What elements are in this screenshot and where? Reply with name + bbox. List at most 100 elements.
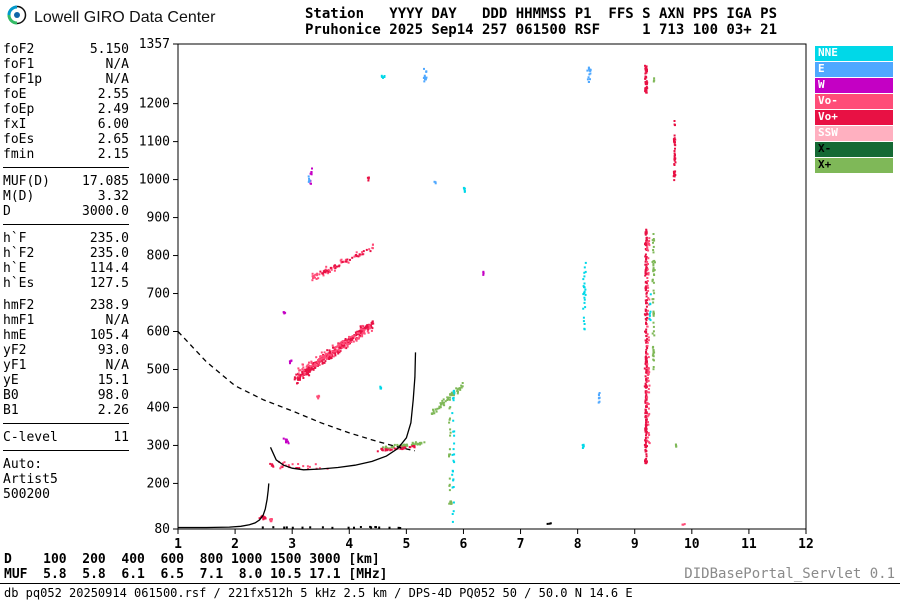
param-label: C-level bbox=[3, 430, 58, 445]
y-tick-label: 900 bbox=[147, 211, 170, 226]
param-value: 235.0 bbox=[89, 231, 129, 246]
echo-cluster bbox=[309, 167, 313, 185]
param-value: 105.4 bbox=[89, 328, 129, 343]
echo-cluster bbox=[451, 389, 456, 523]
param-value: N/A bbox=[105, 313, 129, 328]
param-label: h`F bbox=[3, 231, 27, 246]
x-tick-label: 7 bbox=[517, 537, 525, 552]
echo-cluster bbox=[307, 175, 311, 183]
y-tick-label: 1100 bbox=[139, 135, 170, 150]
panel-divider bbox=[3, 167, 129, 168]
legend-item-vominus: Vo- bbox=[815, 94, 893, 109]
param-value: 98.0 bbox=[97, 388, 129, 403]
param-label: hmF2 bbox=[3, 298, 35, 313]
echo-cluster bbox=[582, 261, 587, 331]
param-row: hmE 105.4 bbox=[3, 328, 129, 343]
f-region-trace bbox=[269, 352, 417, 471]
footer-divider bbox=[0, 583, 900, 584]
y-tick-label: 600 bbox=[147, 325, 170, 340]
param-value: 3.32 bbox=[97, 189, 129, 204]
legend-item-ssw: SSW bbox=[815, 126, 893, 141]
param-label: Auto: bbox=[3, 457, 43, 472]
param-value: 15.1 bbox=[97, 373, 129, 388]
param-value: 6.00 bbox=[97, 117, 129, 132]
legend-item-voplus: Vo+ bbox=[815, 110, 893, 125]
y-tick-label: 1000 bbox=[139, 173, 170, 188]
param-label: hmF1 bbox=[3, 313, 35, 328]
status-line: db pq052 20250914 061500.rsf / 221fx512h… bbox=[4, 586, 633, 600]
param-value: 2.55 bbox=[97, 87, 129, 102]
x-tick-label: 8 bbox=[574, 537, 582, 552]
param-label: Artist5 bbox=[3, 472, 58, 487]
echo-cluster bbox=[297, 324, 373, 378]
param-label: B0 bbox=[3, 388, 19, 403]
param-value: N/A bbox=[105, 72, 129, 87]
echo-cluster bbox=[462, 186, 466, 193]
param-label: B1 bbox=[3, 403, 19, 418]
y-tick-label: 80 bbox=[154, 522, 170, 537]
param-row: h`F 235.0 bbox=[3, 231, 129, 246]
echo-cluster bbox=[597, 392, 601, 404]
param-row: foE 2.55 bbox=[3, 87, 129, 102]
y-tick-label: 1200 bbox=[139, 97, 170, 112]
station-header: Station YYYY DAY DDD HHMMSS P1 FFS S AXN… bbox=[305, 6, 777, 38]
x-tick-label: 10 bbox=[684, 537, 700, 552]
param-row: foEs 2.65 bbox=[3, 132, 129, 147]
x-tick-label: 2 bbox=[231, 537, 239, 552]
param-label: foF1p bbox=[3, 72, 43, 87]
echo-cluster bbox=[430, 382, 464, 415]
param-row: foEp 2.49 bbox=[3, 102, 129, 117]
x-tick-label: 3 bbox=[288, 537, 296, 552]
y-tick-label: 500 bbox=[147, 362, 170, 377]
echo-cluster bbox=[681, 523, 686, 526]
param-row: foF1p N/A bbox=[3, 72, 129, 87]
param-value: 235.0 bbox=[89, 246, 129, 261]
param-group: h`F 235.0 h`F2 235.0 h`E 114.4 h`Es 127.5 bbox=[3, 231, 129, 291]
param-row: hmF1 N/A bbox=[3, 313, 129, 328]
param-row: h`E 114.4 bbox=[3, 261, 129, 276]
muf-transmission-curve bbox=[177, 331, 416, 452]
param-group: C-level 11 bbox=[3, 430, 129, 445]
parameter-panel: foF2 5.150 foF1 N/A foF1p N/A foE 2.55 foEp 2.49 f… bbox=[3, 42, 129, 509]
x-tick-label: 4 bbox=[345, 537, 353, 552]
panel-divider bbox=[3, 224, 129, 225]
param-value: 2.26 bbox=[97, 403, 129, 418]
param-label: foE bbox=[3, 87, 27, 102]
param-row: foF1 N/A bbox=[3, 57, 129, 72]
legend-item-w: W bbox=[815, 78, 893, 93]
echo-cluster bbox=[288, 359, 293, 365]
param-value: 2.15 bbox=[97, 147, 129, 162]
param-row: h`F2 235.0 bbox=[3, 246, 129, 261]
giro-logo[interactable] bbox=[6, 4, 28, 31]
panel-divider bbox=[3, 450, 129, 451]
param-value: 3000.0 bbox=[82, 204, 129, 219]
param-group: MUF(D) 17.085 M(D) 3.32 D 3000.0 bbox=[3, 174, 129, 219]
param-label: foF2 bbox=[3, 42, 35, 57]
param-label: hmE bbox=[3, 328, 27, 343]
muf-table-distance-row: D 100 200 400 600 800 1000 1500 3000 [km… bbox=[4, 552, 380, 567]
plot-frame bbox=[177, 43, 807, 530]
x-tick-label: 1 bbox=[174, 537, 182, 552]
param-label: fmin bbox=[3, 147, 35, 162]
echo-cluster bbox=[379, 385, 383, 390]
echo-cluster bbox=[319, 248, 372, 275]
param-value: 114.4 bbox=[89, 261, 129, 276]
echo-cluster bbox=[546, 522, 552, 525]
echo-cluster bbox=[581, 443, 585, 449]
echo-cluster bbox=[261, 525, 402, 529]
param-value: 2.65 bbox=[97, 132, 129, 147]
param-row: foF2 5.150 bbox=[3, 42, 129, 57]
echo-cluster bbox=[648, 293, 652, 322]
brand-title[interactable]: Lowell GIRO Data Center bbox=[34, 8, 216, 26]
echo-cluster bbox=[433, 180, 437, 185]
param-row: yF2 93.0 bbox=[3, 343, 129, 358]
param-row: hmF2 238.9 bbox=[3, 298, 129, 313]
echo-cluster bbox=[652, 77, 656, 83]
param-value: N/A bbox=[105, 57, 129, 72]
param-value: 2.49 bbox=[97, 102, 129, 117]
param-value: 11 bbox=[113, 430, 129, 445]
param-label: h`E bbox=[3, 261, 27, 276]
param-label: foEs bbox=[3, 132, 35, 147]
param-label: yF2 bbox=[3, 343, 27, 358]
